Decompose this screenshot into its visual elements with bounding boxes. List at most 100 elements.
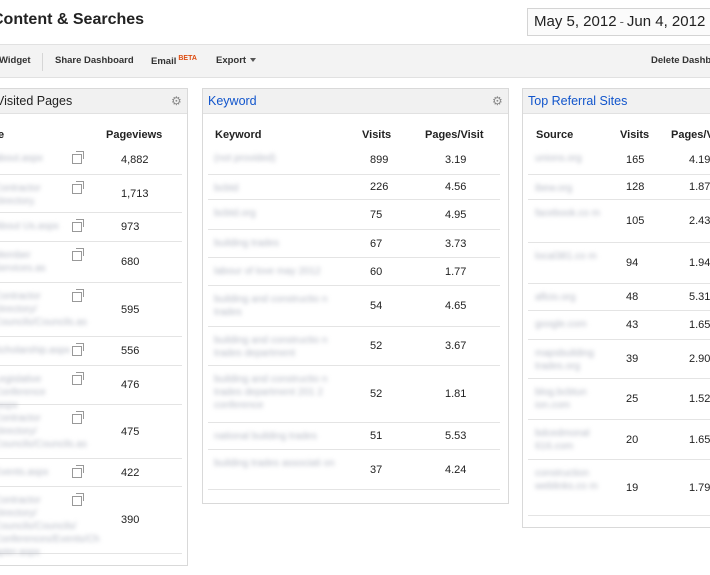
external-link-icon[interactable] — [72, 181, 84, 194]
table-row[interactable] — [0, 405, 182, 459]
column-header-pages-per-visit[interactable]: Pages/Visit — [425, 129, 484, 141]
table-row[interactable] — [208, 258, 500, 286]
keyword-name[interactable]: building and constructio n trades depart… — [214, 335, 328, 359]
table-row[interactable] — [528, 243, 710, 284]
share-dashboard-button[interactable]: Share Dashboard — [55, 55, 134, 66]
pages-per-visit-value: 2.43 — [689, 215, 710, 227]
external-link-icon[interactable] — [72, 248, 84, 261]
table-row[interactable] — [0, 213, 182, 242]
table-row[interactable] — [528, 340, 710, 379]
widget-header[interactable]: Top Referral Sites — [523, 89, 710, 114]
column-header-keyword[interactable]: Keyword — [215, 129, 262, 141]
source-name[interactable]: unions.org — [535, 153, 582, 164]
table-row[interactable] — [0, 366, 182, 405]
table-row[interactable] — [0, 242, 182, 283]
keyword-name[interactable]: bcbtd — [214, 183, 239, 194]
column-header-visits[interactable]: Visits — [620, 129, 650, 141]
page-name[interactable]: Scholarship.aspx — [0, 345, 71, 356]
external-link-icon[interactable] — [72, 289, 84, 302]
table-row[interactable] — [0, 337, 182, 366]
source-name[interactable]: local381.co m — [535, 251, 597, 262]
keyword-name[interactable]: building and constructio n trades depart… — [214, 374, 328, 411]
table-row[interactable] — [528, 460, 710, 516]
external-link-icon[interactable] — [72, 372, 84, 385]
table-row[interactable] — [528, 200, 710, 243]
toolbar-divider — [42, 53, 43, 71]
table-row[interactable] — [208, 366, 500, 423]
pages-per-visit-value: 5.31 — [689, 291, 710, 303]
table-row[interactable] — [528, 420, 710, 460]
column-header-pages-per-visit[interactable]: Pages/Visit — [671, 129, 710, 141]
external-link-icon[interactable] — [72, 411, 84, 424]
widget-header[interactable]: Visited Pages ⚙ — [0, 89, 187, 114]
email-label: Email — [151, 56, 177, 68]
column-header-page[interactable]: e — [0, 129, 5, 141]
keyword-name[interactable]: building trades — [214, 238, 280, 249]
table-row[interactable] — [208, 230, 500, 258]
pages-per-visit-value: 4.65 — [445, 300, 467, 312]
source-name[interactable]: mapsbuilding trades.org — [535, 348, 594, 372]
gear-icon[interactable]: ⚙ — [492, 94, 503, 108]
keyword-name[interactable]: building and constructio n trades — [214, 294, 328, 318]
source-name[interactable]: construction weblinks.co m — [535, 468, 598, 492]
table-row[interactable] — [208, 200, 500, 230]
keyword-name[interactable]: labour of love may 2012 — [214, 266, 321, 277]
page-name[interactable]: Contractor Directory/ Councils/Councils.… — [0, 413, 87, 450]
table-row[interactable] — [528, 145, 710, 175]
source-name[interactable]: ibew.org — [535, 183, 573, 194]
widget-header[interactable]: Keyword ⚙ — [203, 89, 508, 114]
page-name[interactable]: Events.aspx — [0, 467, 49, 478]
external-link-icon[interactable] — [72, 343, 84, 356]
column-header-source[interactable]: Source — [536, 129, 574, 141]
table-row[interactable] — [528, 284, 710, 311]
widget-title[interactable]: Top Referral Sites — [528, 94, 628, 108]
table-row[interactable] — [208, 327, 500, 366]
external-link-icon[interactable] — [72, 219, 84, 232]
pages-per-visit-value: 1.94 — [689, 257, 710, 269]
source-name[interactable]: aflcio.org — [535, 292, 576, 303]
page-name[interactable]: Contractor Directory. — [0, 183, 41, 207]
page-name[interactable]: about.aspx — [0, 153, 43, 164]
delete-dashboard-button[interactable]: Delete Dashboard — [651, 55, 710, 66]
table-row[interactable] — [208, 450, 500, 490]
page-name[interactable]: Legislative Conference .aspx — [0, 374, 46, 411]
date-range-picker[interactable]: May 5, 2012- Jun 4, 2012 — [527, 8, 710, 36]
source-name[interactable]: bdcedmonal 616.com — [535, 428, 590, 452]
table-row[interactable] — [528, 311, 710, 340]
source-name[interactable]: google.com — [535, 319, 587, 330]
table-row[interactable] — [0, 175, 182, 213]
email-button[interactable]: Email BETA — [151, 55, 197, 67]
page-name[interactable]: Contractor Directory/ Councils/Councils/… — [0, 495, 100, 558]
page-name[interactable]: Contractor Directory/ Councils/Councils.… — [0, 291, 87, 328]
keyword-name[interactable]: national building trades — [214, 431, 317, 442]
export-label: Export — [216, 55, 247, 66]
page-name[interactable]: Member Services.as — [0, 250, 46, 274]
table-row[interactable] — [0, 487, 182, 554]
column-header-pageviews[interactable]: Pageviews — [106, 129, 163, 141]
table-row[interactable] — [208, 423, 500, 450]
table-row[interactable] — [528, 175, 710, 200]
table-row[interactable] — [528, 379, 710, 420]
source-name[interactable]: facebook.co m — [535, 208, 601, 219]
table-row[interactable] — [208, 175, 500, 200]
keyword-name[interactable]: building trades associati on — [214, 458, 335, 469]
column-header-visits[interactable]: Visits — [362, 129, 392, 141]
external-link-icon[interactable] — [72, 465, 84, 478]
keyword-name[interactable]: (not provided) — [214, 153, 276, 164]
source-name[interactable]: blog.bcbtun ion.com — [535, 387, 587, 411]
page-name[interactable]: About Us.aspx — [0, 221, 60, 232]
table-row[interactable] — [0, 459, 182, 487]
external-link-icon[interactable] — [72, 151, 84, 164]
table-row[interactable] — [0, 145, 182, 175]
add-widget-button[interactable]: Widget — [0, 55, 31, 66]
table-row[interactable] — [0, 283, 182, 337]
gear-icon[interactable]: ⚙ — [171, 94, 182, 108]
visits-value: 67 — [370, 238, 383, 250]
widget-title[interactable]: Keyword — [208, 94, 257, 108]
external-link-icon[interactable] — [72, 493, 84, 506]
table-row[interactable] — [208, 145, 500, 175]
export-button[interactable]: Export — [216, 55, 257, 66]
table-row[interactable] — [208, 286, 500, 327]
keyword-widget: Keyword ⚙ — [202, 88, 509, 504]
keyword-name[interactable]: bcbtd.org — [214, 208, 256, 219]
